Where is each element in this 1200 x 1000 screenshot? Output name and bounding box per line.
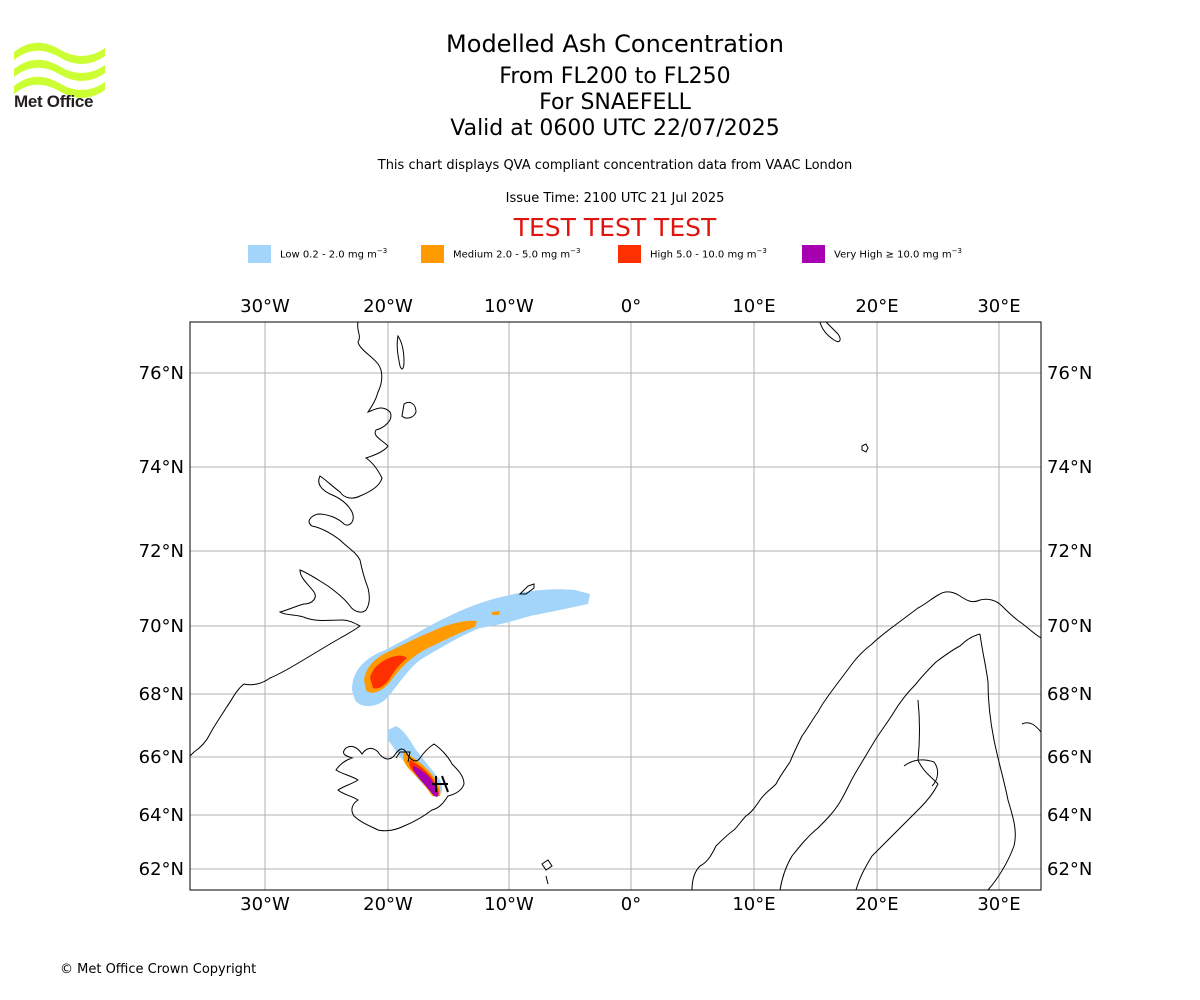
latitude-labels-left: 76°N 74°N 72°N 70°N 68°N 66°N 64°N 62°N (139, 363, 184, 880)
greenland-coastline (190, 322, 392, 757)
lon-tick-bottom: 10°E (732, 894, 775, 915)
legend-item-high: High 5.0 - 10.0 mg m−3 (618, 244, 767, 263)
lon-tick-top: 10°W (484, 296, 534, 317)
coastlines (190, 322, 1041, 890)
longitude-labels-bottom: 30°W 20°W 10°W 0° 10°E 20°E 30°E (240, 894, 1020, 915)
lon-tick-top: 0° (621, 296, 641, 317)
legend-swatch-very-high (802, 244, 825, 263)
lat-tick-right: 72°N (1047, 541, 1092, 562)
legend-swatch-medium (421, 244, 444, 263)
lat-tick-left: 62°N (139, 859, 184, 880)
valid-time: Valid at 0600 UTC 22/07/2025 (450, 116, 780, 141)
lon-tick-top: 10°E (732, 296, 775, 317)
legend-item-low: Low 0.2 - 2.0 mg m−3 (248, 244, 387, 263)
legend-label-low: Low 0.2 - 2.0 mg m−3 (280, 246, 388, 261)
lat-tick-right: 66°N (1047, 747, 1092, 768)
legend-item-very-high: Very High ≥ 10.0 mg m−3 (802, 244, 962, 263)
lat-tick-right: 76°N (1047, 363, 1092, 384)
legend-item-medium: Medium 2.0 - 5.0 mg m−3 (421, 244, 580, 263)
lon-tick-bottom: 0° (621, 894, 641, 915)
lon-tick-top: 30°W (240, 296, 290, 317)
bear-island (861, 443, 869, 453)
lat-tick-right: 68°N (1047, 684, 1092, 705)
map-frame (189, 321, 1042, 891)
lon-tick-bottom: 30°W (240, 894, 290, 915)
svalbard-coastline (819, 322, 841, 343)
lat-tick-right: 74°N (1047, 457, 1092, 478)
lat-tick-right: 64°N (1047, 805, 1092, 826)
lon-tick-top: 20°W (363, 296, 413, 317)
volcano-triangle-icon (432, 775, 449, 793)
longitude-labels-top: 30°W 20°W 10°W 0° 10°E 20°E 30°E (240, 296, 1020, 317)
ash-medium-north-blob (492, 611, 500, 615)
met-office-logo-text: Met Office (14, 92, 94, 111)
met-office-logo (14, 42, 105, 98)
lat-tick-right: 70°N (1047, 616, 1092, 637)
ash-high-north-plume (370, 655, 407, 689)
lat-tick-left: 66°N (139, 747, 184, 768)
lat-tick-left: 72°N (139, 541, 184, 562)
test-banner: TEST TEST TEST (513, 213, 717, 242)
latitude-labels-right: 76°N 74°N 72°N 70°N 68°N 66°N 64°N 62°N (1047, 363, 1092, 880)
lat-tick-left: 76°N (139, 363, 184, 384)
lon-tick-bottom: 30°E (977, 894, 1020, 915)
norway-coastline (691, 591, 1041, 890)
lon-tick-bottom: 20°W (363, 894, 413, 915)
gulf-of-bothnia (855, 759, 939, 890)
lat-tick-left: 70°N (139, 616, 184, 637)
chart-description: This chart displays QVA compliant concen… (377, 158, 853, 173)
map-gridlines (190, 322, 1041, 890)
lat-tick-right: 62°N (1047, 859, 1092, 880)
lon-tick-top: 20°E (855, 296, 898, 317)
lat-tick-left: 64°N (139, 805, 184, 826)
flight-level-range: From FL200 to FL250 (499, 64, 731, 89)
iceland-coastline (335, 743, 465, 832)
greenland-island-small (401, 401, 417, 419)
ash-medium-north-plume (364, 620, 477, 693)
kola-coast (1021, 722, 1041, 733)
faroe-islands (541, 859, 553, 885)
legend-swatch-low (248, 244, 271, 263)
copyright-notice: © Met Office Crown Copyright (60, 962, 257, 977)
chart-title: Modelled Ash Concentration (446, 30, 784, 58)
greenland-inlet (396, 334, 405, 370)
legend-swatch-high (618, 244, 641, 263)
legend-label-very-high: Very High ≥ 10.0 mg m−3 (834, 246, 962, 261)
ash-very-high-iceland-plume (412, 766, 439, 797)
lat-tick-left: 68°N (139, 684, 184, 705)
issue-time: Issue Time: 2100 UTC 21 Jul 2025 (505, 191, 725, 206)
iceland-glacier-outline (395, 751, 411, 763)
sweden-border (779, 633, 981, 890)
jan-mayen-island (518, 583, 535, 595)
lon-tick-bottom: 10°W (484, 894, 534, 915)
legend-label-high: High 5.0 - 10.0 mg m−3 (650, 246, 767, 261)
lon-tick-bottom: 20°E (855, 894, 898, 915)
volcano-name: For SNAEFELL (539, 90, 691, 115)
legend-label-medium: Medium 2.0 - 5.0 mg m−3 (453, 246, 581, 261)
lon-tick-top: 30°E (977, 296, 1020, 317)
lat-tick-left: 74°N (139, 457, 184, 478)
